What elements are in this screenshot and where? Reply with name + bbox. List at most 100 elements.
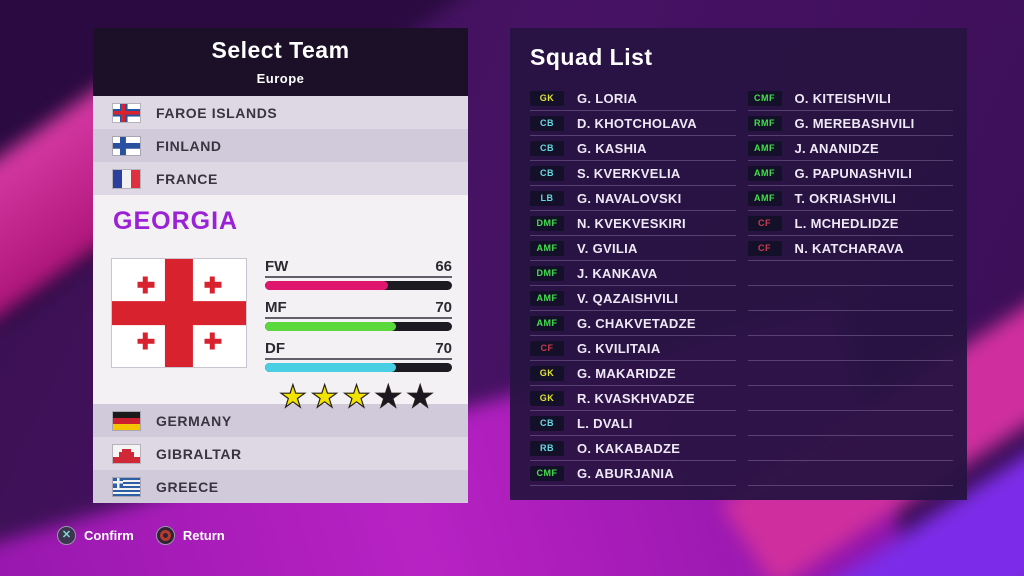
player-row[interactable]: CB G. KASHIA bbox=[530, 136, 736, 161]
team-row-gibraltar[interactable]: GIBRALTAR bbox=[93, 437, 468, 470]
position-badge: CF bbox=[747, 240, 782, 256]
star-icon: ★ bbox=[406, 379, 438, 414]
player-row[interactable]: DMF J. KANKAVA bbox=[530, 261, 736, 286]
star-icon: ★ bbox=[278, 379, 311, 414]
player-row[interactable]: CF G. KVILITAIA bbox=[530, 336, 736, 361]
player-row-empty bbox=[747, 286, 953, 311]
player-name: G. MEREBASHVILI bbox=[794, 115, 915, 131]
team-name: GIBRALTAR bbox=[156, 445, 242, 462]
stat-head: FW 66 bbox=[265, 258, 452, 278]
player-row[interactable]: CB S. KVERKVELIA bbox=[530, 161, 736, 186]
team-row-greece[interactable]: GREECE bbox=[93, 470, 468, 503]
player-row-empty bbox=[747, 461, 953, 486]
player-row[interactable]: GK R. KVASKHVADZE bbox=[530, 386, 736, 411]
star-icon: ★ bbox=[374, 379, 407, 414]
squad-list-title: Squad List bbox=[530, 44, 653, 70]
position-badge: CB bbox=[530, 415, 564, 431]
stat-mf: MF 70 bbox=[265, 299, 452, 331]
player-row[interactable]: AMF V. GVILIA bbox=[530, 236, 736, 261]
player-row[interactable]: CMF O. KITEISHVILI bbox=[747, 86, 953, 111]
player-row[interactable]: CB L. DVALI bbox=[530, 411, 736, 436]
select-team-panel: Select Team Europe FAROE ISLANDS FINLAND F… bbox=[93, 28, 468, 503]
stat-label: FW bbox=[265, 258, 289, 275]
stat-fill bbox=[265, 363, 396, 372]
stat-head: MF 70 bbox=[265, 299, 452, 319]
position-badge: RB bbox=[530, 440, 564, 456]
germany-flag-icon bbox=[113, 411, 140, 430]
player-name: L. MCHEDLIDZE bbox=[794, 215, 899, 231]
gibraltar-flag-icon bbox=[113, 444, 140, 463]
player-name: G. MAKARIDZE bbox=[577, 365, 676, 381]
player-row[interactable]: CF N. KATCHARAVA bbox=[747, 236, 953, 261]
player-name: D. KHOTCHOLAVA bbox=[577, 115, 697, 131]
player-row[interactable]: RMF G. MEREBASHVILI bbox=[747, 111, 953, 136]
position-badge: CB bbox=[530, 140, 564, 156]
position-badge: DMF bbox=[530, 265, 564, 281]
player-name: G. CHAKVETADZE bbox=[577, 315, 696, 331]
player-row[interactable]: AMF G. CHAKVETADZE bbox=[530, 311, 736, 336]
team-row-faroe[interactable]: FAROE ISLANDS bbox=[93, 96, 468, 129]
position-badge: GK bbox=[530, 90, 564, 106]
stat-fill bbox=[265, 322, 396, 331]
confirm-label: Confirm bbox=[84, 528, 134, 543]
stat-value: 66 bbox=[435, 258, 452, 275]
player-name: L. DVALI bbox=[577, 415, 633, 431]
confirm-button[interactable]: ✕ Confirm bbox=[57, 526, 134, 545]
team-name: FINLAND bbox=[156, 137, 222, 154]
stat-head: DF 70 bbox=[265, 340, 452, 360]
selected-team-body: FW 66 MF 70 DF 70 ★★★★★ bbox=[109, 258, 452, 414]
position-badge: CMF bbox=[530, 465, 564, 481]
button-hints-bar: ✕ Confirm Return bbox=[57, 526, 225, 545]
finland-flag-icon bbox=[113, 136, 140, 155]
stat-track bbox=[265, 322, 452, 331]
player-row[interactable]: CB D. KHOTCHOLAVA bbox=[530, 111, 736, 136]
player-name: J. ANANIDZE bbox=[794, 140, 879, 156]
stat-fill bbox=[265, 281, 389, 290]
team-row-germany[interactable]: GERMANY bbox=[93, 404, 468, 437]
player-row[interactable]: GK G. LORIA bbox=[530, 86, 736, 111]
star-icon: ★ bbox=[342, 379, 375, 414]
player-row[interactable]: AMF V. QAZAISHVILI bbox=[530, 286, 736, 311]
bolnur-cross-icon bbox=[137, 333, 154, 350]
player-row-empty bbox=[747, 311, 953, 336]
position-badge: CF bbox=[747, 215, 782, 231]
player-row[interactable]: AMF T. OKRIASHVILI bbox=[747, 186, 953, 211]
team-list-above: FAROE ISLANDS FINLAND FRANCE bbox=[93, 96, 468, 195]
player-row[interactable]: AMF G. PAPUNASHVILI bbox=[747, 161, 953, 186]
player-row-empty bbox=[747, 361, 953, 386]
player-row[interactable]: LB G. NAVALOVSKI bbox=[530, 186, 736, 211]
position-badge: AMF bbox=[747, 140, 782, 156]
player-name: N. KATCHARAVA bbox=[794, 240, 904, 256]
position-badge: AMF bbox=[530, 240, 564, 256]
player-name: G. PAPUNASHVILI bbox=[794, 165, 913, 181]
position-badge: AMF bbox=[530, 315, 564, 331]
position-badge: AMF bbox=[747, 190, 782, 206]
position-badge: GK bbox=[530, 365, 564, 381]
cross-button-icon: ✕ bbox=[57, 526, 76, 545]
player-row[interactable]: GK G. MAKARIDZE bbox=[530, 361, 736, 386]
player-name: N. KVEKVESKIRI bbox=[577, 215, 686, 231]
team-row-finland[interactable]: FINLAND bbox=[93, 129, 468, 162]
team-name: FRANCE bbox=[156, 170, 218, 187]
player-row[interactable]: CF L. MCHEDLIDZE bbox=[747, 211, 953, 236]
player-name: J. KANKAVA bbox=[577, 265, 658, 281]
stat-value: 70 bbox=[435, 299, 452, 316]
page-title: Select Team bbox=[211, 37, 350, 63]
position-badge: AMF bbox=[530, 290, 564, 306]
circle-button-icon bbox=[155, 526, 175, 545]
position-badge: CMF bbox=[747, 90, 782, 106]
return-button[interactable]: Return bbox=[155, 526, 225, 545]
team-star-rating: ★★★★★ bbox=[265, 379, 452, 414]
position-badge: RMF bbox=[747, 115, 782, 131]
stat-bars: FW 66 MF 70 DF 70 bbox=[265, 258, 452, 372]
player-row[interactable]: CMF G. ABURJANIA bbox=[530, 461, 736, 486]
player-row[interactable]: RB O. KAKABADZE bbox=[530, 436, 736, 461]
squad-columns: GK G. LORIA CB D. KHOTCHOLAVA CB G. KASHIA CB S… bbox=[510, 86, 967, 486]
player-row[interactable]: DMF N. KVEKVESKIRI bbox=[530, 211, 736, 236]
stat-value: 70 bbox=[435, 340, 452, 357]
star-icon: ★ bbox=[310, 379, 343, 414]
team-row-france[interactable]: FRANCE bbox=[93, 162, 468, 195]
stat-label: MF bbox=[265, 299, 287, 316]
team-list-below: GERMANY GIBRALTAR GREECE bbox=[93, 404, 468, 503]
player-row[interactable]: AMF J. ANANIDZE bbox=[747, 136, 953, 161]
